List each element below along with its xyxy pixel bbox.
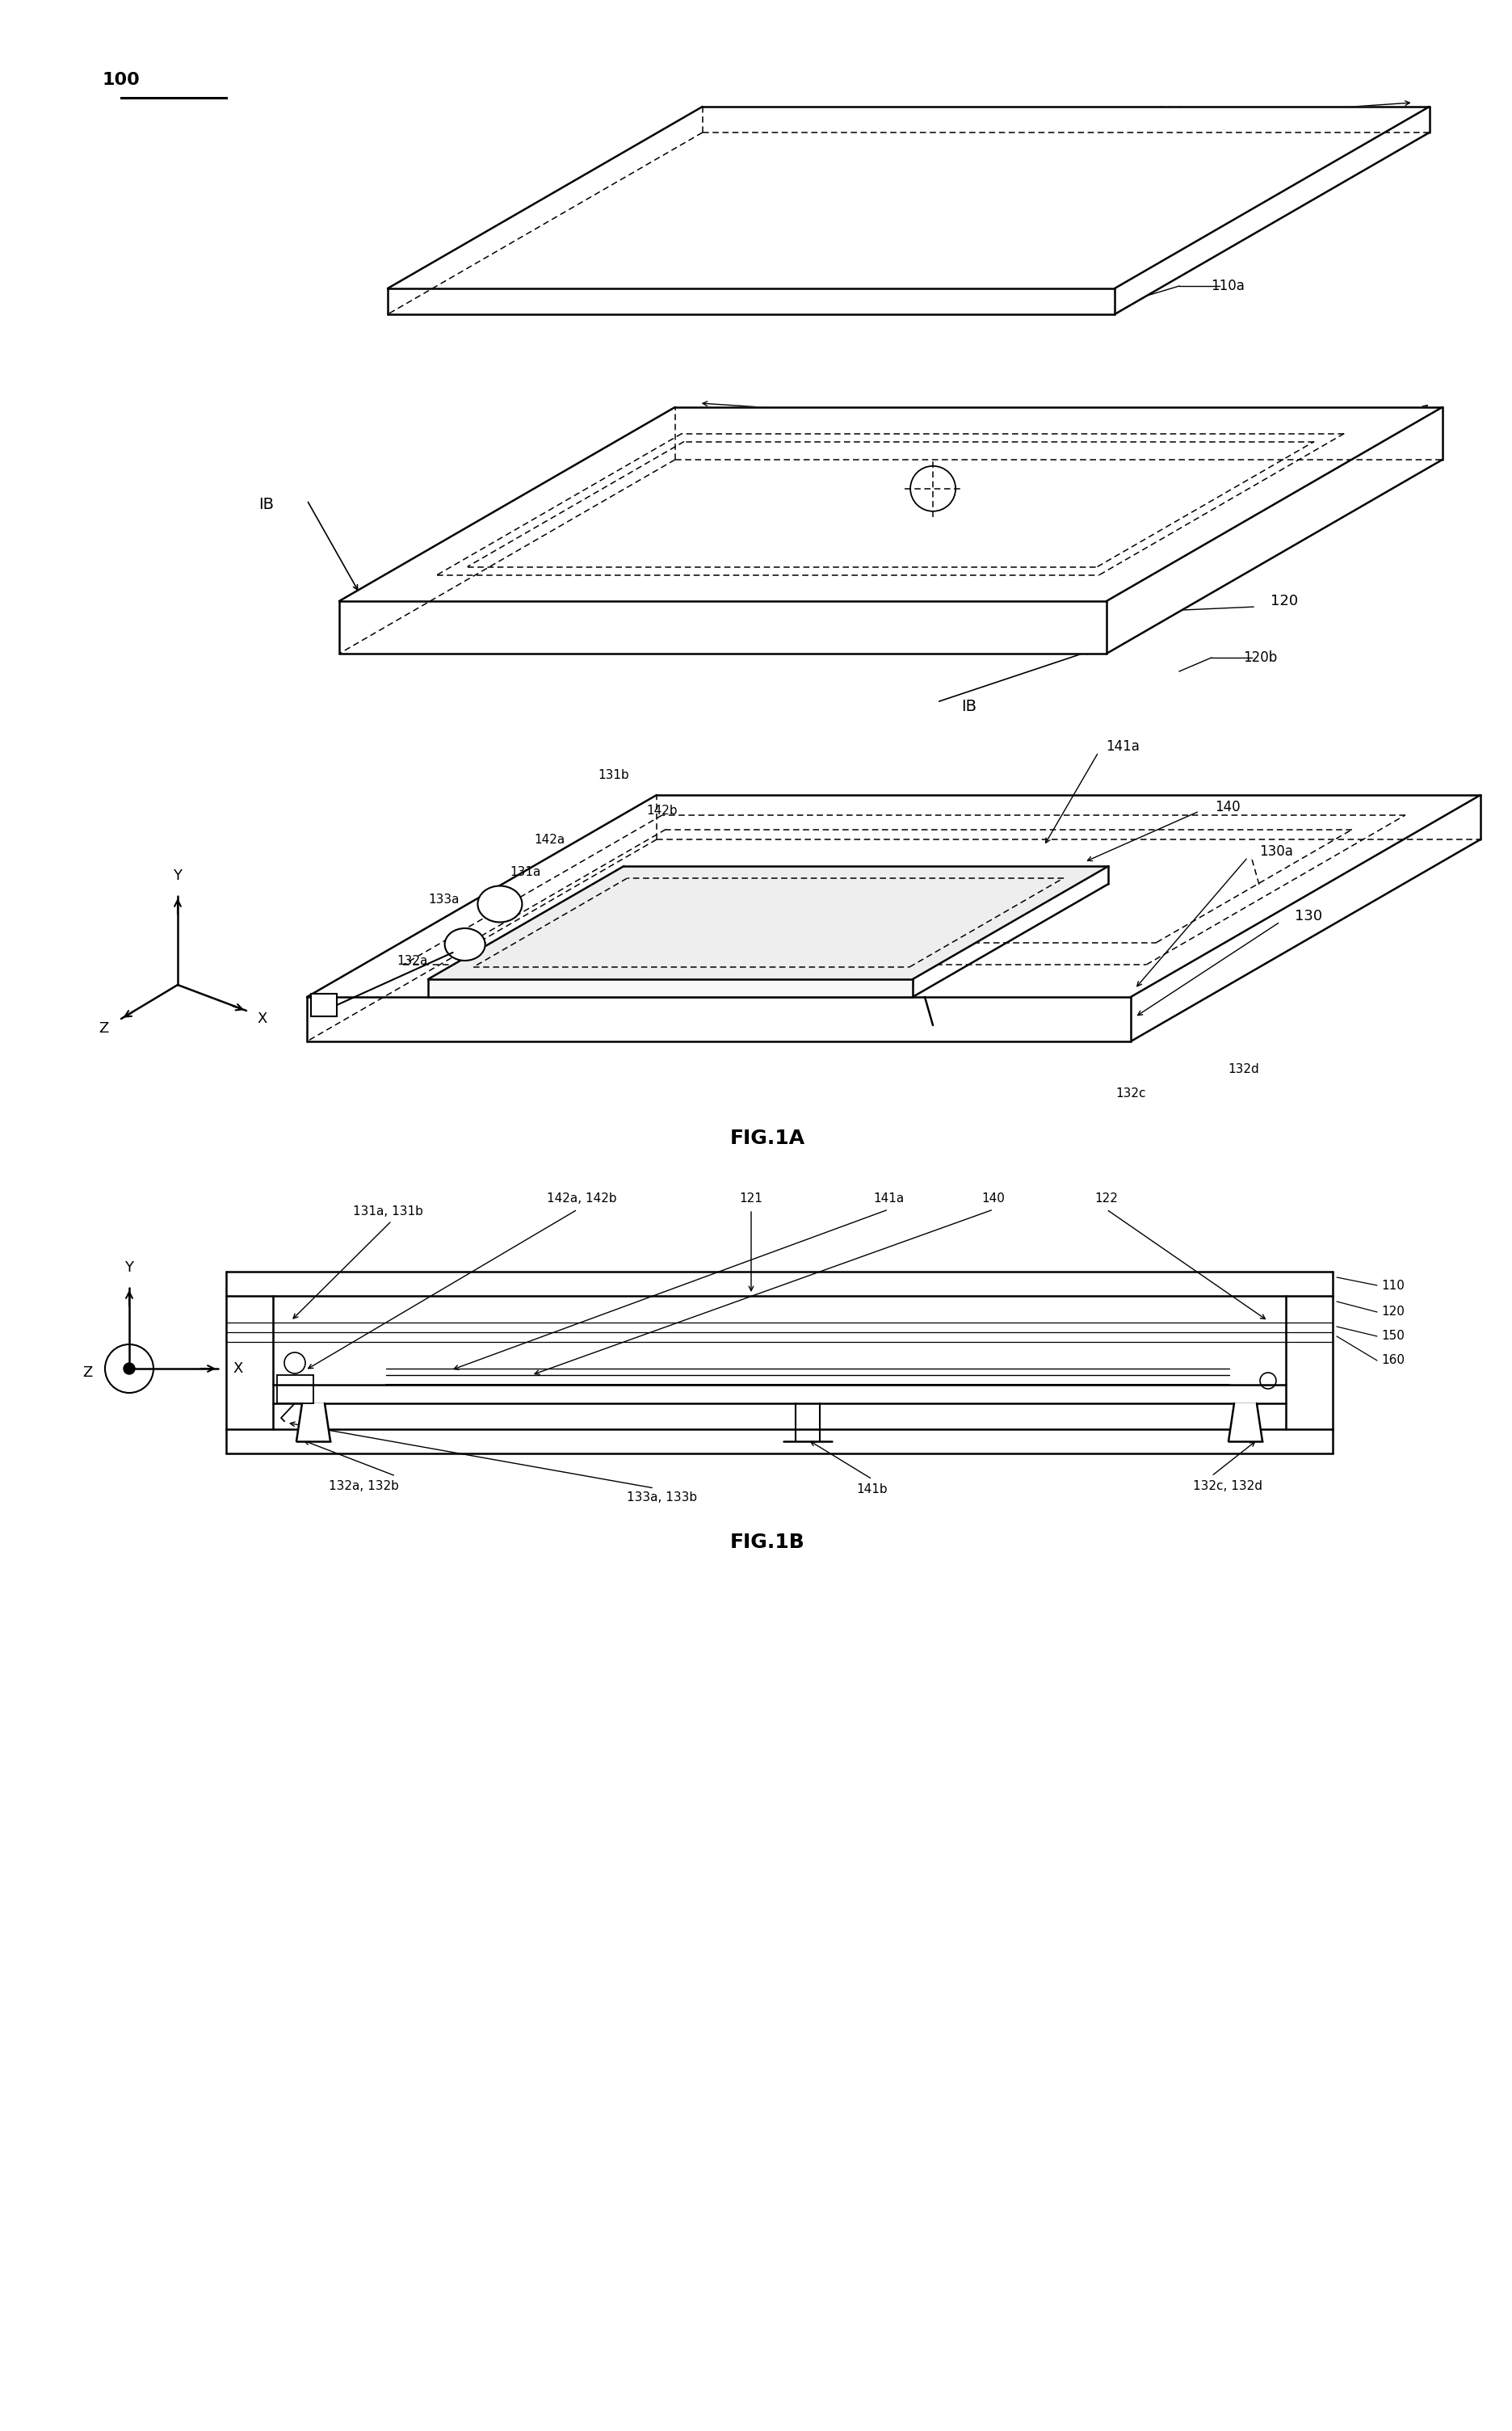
Polygon shape (296, 1403, 330, 1442)
Text: 141b: 141b (857, 1483, 888, 1495)
Text: 131b: 131b (599, 768, 629, 780)
Text: IB: IB (962, 698, 977, 715)
Polygon shape (339, 600, 1107, 654)
Polygon shape (339, 406, 1442, 600)
Text: 120: 120 (1380, 1305, 1405, 1318)
Text: 141a: 141a (1105, 739, 1140, 754)
Text: Y: Y (174, 868, 181, 882)
Text: FIG.1B: FIG.1B (730, 1532, 804, 1551)
Ellipse shape (445, 929, 485, 960)
Text: 142a, 142b: 142a, 142b (546, 1194, 617, 1206)
Text: Z: Z (82, 1366, 92, 1381)
Text: 122: 122 (1054, 508, 1080, 523)
Text: 122: 122 (1095, 1194, 1119, 1206)
Polygon shape (1229, 1403, 1263, 1442)
Text: 110a: 110a (1211, 280, 1244, 294)
Text: 132a, 132b: 132a, 132b (328, 1480, 399, 1493)
Polygon shape (307, 997, 1131, 1040)
Text: FIG.1A: FIG.1A (730, 1128, 804, 1147)
Text: X: X (233, 1361, 243, 1376)
Text: 142a: 142a (534, 834, 564, 846)
Polygon shape (307, 795, 1480, 997)
Circle shape (124, 1364, 135, 1374)
Polygon shape (387, 107, 1429, 289)
Text: 132c, 132d: 132c, 132d (1193, 1480, 1263, 1493)
Text: 132d: 132d (1228, 1065, 1259, 1077)
Text: 131a: 131a (510, 865, 540, 878)
Text: 133a, 133b: 133a, 133b (627, 1493, 697, 1505)
Text: 120b: 120b (1243, 652, 1278, 666)
Text: 140: 140 (1216, 800, 1240, 814)
Text: 142b: 142b (647, 805, 677, 817)
Polygon shape (1131, 795, 1480, 1040)
Text: 120a: 120a (1250, 542, 1285, 557)
Text: 133a: 133a (429, 895, 460, 907)
Polygon shape (428, 865, 1108, 980)
Text: 130: 130 (1294, 909, 1321, 924)
Text: 141a: 141a (872, 1194, 904, 1206)
Text: 121: 121 (1021, 408, 1046, 423)
Text: 120: 120 (1270, 593, 1297, 608)
Text: 131a, 131b: 131a, 131b (352, 1206, 423, 1218)
Text: 132a: 132a (396, 955, 428, 968)
Text: 121: 121 (739, 1194, 764, 1206)
Text: Y: Y (125, 1259, 133, 1274)
Text: 150: 150 (1380, 1330, 1405, 1342)
Text: 110: 110 (1157, 105, 1185, 119)
Text: 130a: 130a (1259, 844, 1293, 858)
Text: 132c: 132c (1116, 1087, 1146, 1099)
Text: IB: IB (259, 496, 274, 513)
Ellipse shape (478, 885, 522, 921)
Text: 160: 160 (1380, 1354, 1405, 1366)
Polygon shape (428, 980, 913, 997)
Polygon shape (1114, 107, 1429, 314)
Text: 110: 110 (1380, 1279, 1405, 1291)
Polygon shape (387, 289, 1114, 314)
Polygon shape (1107, 406, 1442, 654)
Text: X: X (257, 1011, 268, 1026)
Text: Z: Z (98, 1021, 109, 1036)
Bar (311, 994, 337, 1016)
Text: 140: 140 (981, 1194, 1005, 1206)
Text: 100: 100 (103, 73, 141, 88)
